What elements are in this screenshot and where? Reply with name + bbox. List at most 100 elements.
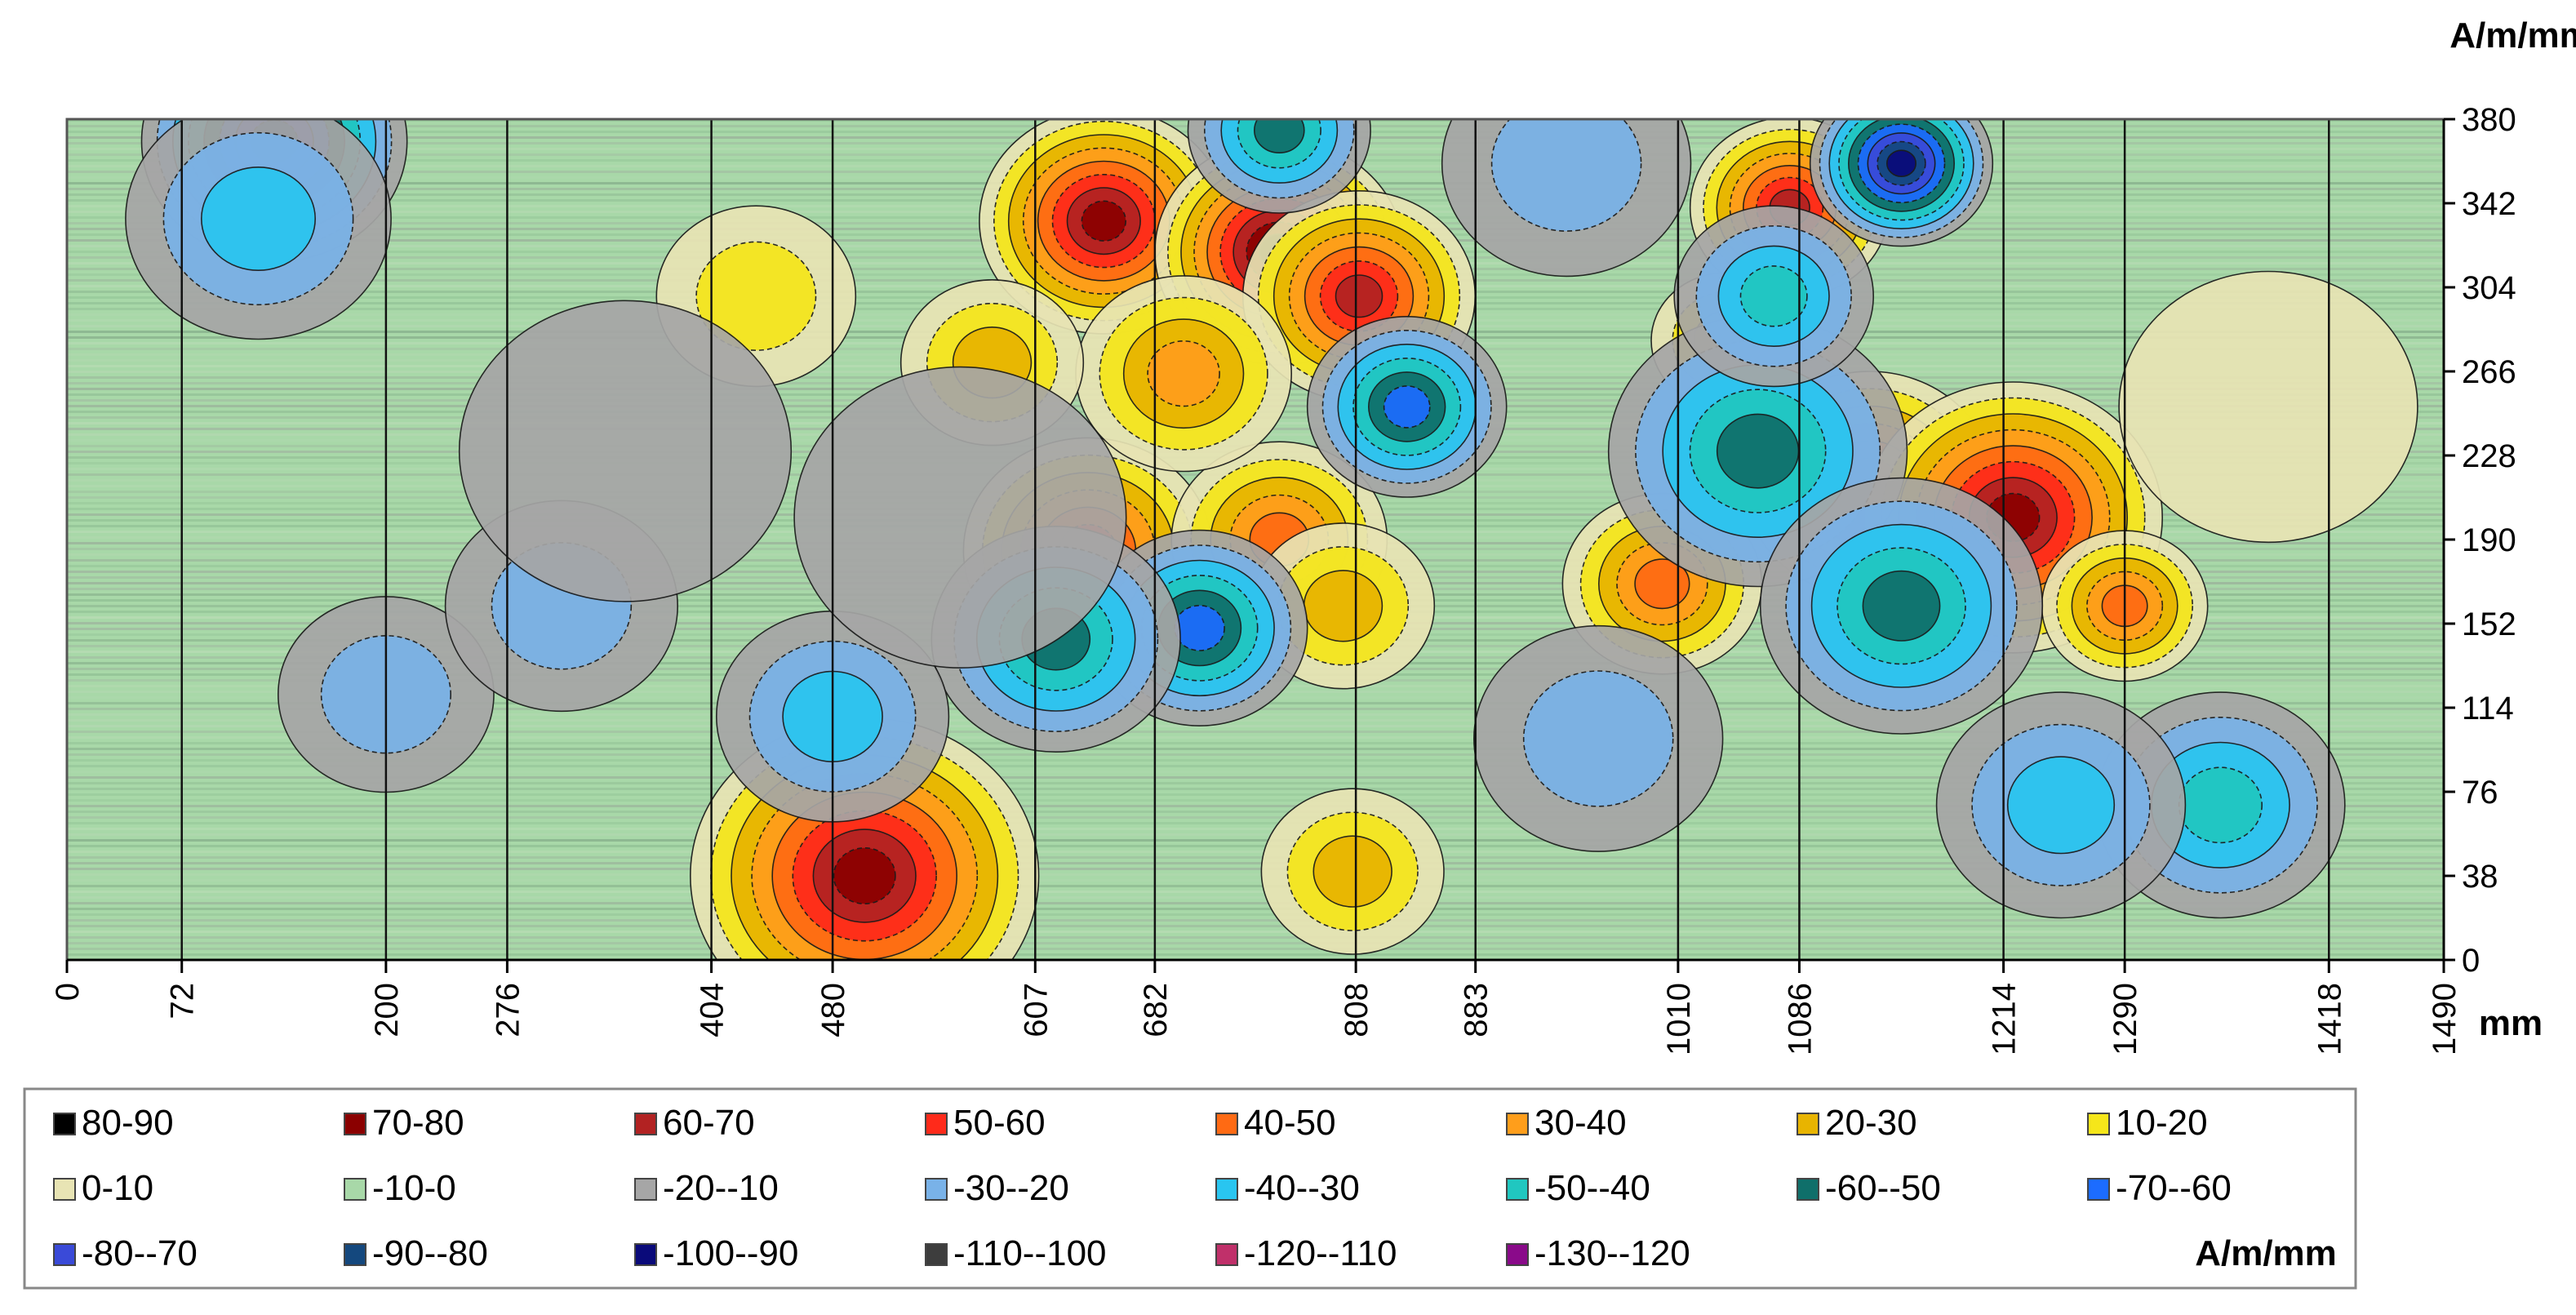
legend-item: -10-0 — [344, 1168, 456, 1208]
legend-item: 80-90 — [53, 1103, 174, 1143]
legend-item: -110--100 — [925, 1233, 1107, 1273]
legend-label: 70-80 — [372, 1103, 464, 1143]
x-tick-label: 883 — [1459, 983, 1495, 1037]
contour-feature — [1935, 691, 2187, 919]
x-tick-label: 1214 — [1987, 983, 2023, 1055]
contour-feature — [1187, 119, 1371, 214]
legend-swatch — [53, 1243, 76, 1266]
x-axis-unit-label: mm — [2479, 1003, 2543, 1043]
contour-band — [1303, 570, 1383, 642]
contour-feature — [125, 119, 392, 340]
contour-band — [1490, 119, 1642, 232]
legend-swatch — [344, 1243, 366, 1266]
contour-band — [833, 847, 896, 905]
y-tick-label: 380 — [2462, 102, 2516, 138]
legend-label: 20-30 — [1825, 1103, 1917, 1143]
contour-feature — [1809, 119, 1994, 247]
legend-label: 60-70 — [663, 1103, 755, 1143]
legend-swatch — [925, 1113, 948, 1135]
legend-item: -30--20 — [925, 1168, 1069, 1208]
contour-band — [1383, 385, 1431, 429]
legend-item: -20--10 — [634, 1168, 779, 1208]
legend-item: -130--120 — [1506, 1233, 1690, 1273]
legend-item: 30-40 — [1506, 1103, 1627, 1143]
legend-swatch — [53, 1178, 76, 1201]
x-tick-label: 1418 — [2312, 983, 2347, 1055]
contour-band — [2118, 270, 2418, 544]
contour-band — [1081, 200, 1127, 242]
contour-band — [1522, 670, 1674, 807]
legend-label: -90--80 — [372, 1233, 488, 1273]
legend-swatch — [1797, 1113, 1819, 1135]
contour-feature — [1759, 477, 2044, 735]
legend-item: 50-60 — [925, 1103, 1046, 1143]
x-tick-label: 682 — [1138, 983, 1174, 1037]
legend-item: 40-50 — [1215, 1103, 1336, 1143]
contour-band — [1634, 558, 1690, 610]
y-tick-label: 190 — [2462, 522, 2516, 558]
y-tick-label: 228 — [2462, 438, 2516, 474]
contour-band — [1147, 340, 1220, 407]
legend-label: 80-90 — [82, 1103, 174, 1143]
legend-item: -90--80 — [344, 1233, 488, 1273]
x-tick-label: 1086 — [1782, 983, 1818, 1055]
legend-item: 10-20 — [2087, 1103, 2208, 1143]
legend-label: -100--90 — [663, 1233, 798, 1273]
legend-label: -60--50 — [1825, 1168, 1941, 1208]
contour-band — [1862, 570, 1941, 642]
contour-feature — [1673, 205, 1874, 388]
legend-item: -70--60 — [2087, 1168, 2232, 1208]
x-tick-label: 404 — [695, 983, 731, 1037]
legend-item: -120--110 — [1215, 1233, 1397, 1273]
y-tick-label: 152 — [2462, 606, 2516, 642]
contour-feature — [793, 366, 1127, 669]
legend-swatch — [1215, 1243, 1238, 1266]
legend-label: 10-20 — [2116, 1103, 2208, 1143]
legend-label: -70--60 — [2116, 1168, 2232, 1208]
contour-features — [125, 119, 2418, 960]
legend-label: -20--10 — [663, 1168, 779, 1208]
legend-label: -50--40 — [1534, 1168, 1650, 1208]
legend-swatch — [1797, 1178, 1819, 1201]
legend-item: 70-80 — [344, 1103, 464, 1143]
x-tick-label: 276 — [490, 983, 526, 1037]
legend-label: 30-40 — [1534, 1103, 1627, 1143]
legend-label: 0-10 — [82, 1168, 153, 1208]
x-tick-label: 72 — [165, 983, 201, 1020]
x-tick-label: 808 — [1339, 983, 1375, 1037]
legend-swatch — [1215, 1113, 1238, 1135]
legend-label: -40--30 — [1244, 1168, 1360, 1208]
legend-label: 40-50 — [1244, 1103, 1336, 1143]
contour-band — [1174, 605, 1225, 651]
contour-feature — [1441, 119, 1692, 278]
legend-swatch — [634, 1243, 657, 1266]
contour-feature — [1250, 522, 1436, 690]
contour-feature — [1260, 788, 1445, 955]
legend-swatch — [1506, 1243, 1529, 1266]
legend-item: 0-10 — [53, 1168, 153, 1208]
y-tick-label: 38 — [2462, 859, 2498, 895]
y-tick-label: 76 — [2462, 775, 2498, 811]
legend-swatch — [634, 1178, 657, 1201]
x-tick-label: 607 — [1018, 983, 1054, 1037]
x-tick-label: 0 — [50, 983, 86, 1001]
x-tick-label: 1490 — [2427, 983, 2463, 1055]
contour-feature — [1306, 315, 1508, 498]
legend-item: 20-30 — [1797, 1103, 1917, 1143]
contour-band — [458, 300, 793, 602]
y-tick-label: 114 — [2462, 691, 2514, 726]
legend-label: -30--20 — [953, 1168, 1069, 1208]
contour-band — [201, 167, 316, 272]
y-tick-label: 266 — [2462, 354, 2516, 390]
legend-swatch — [1506, 1113, 1529, 1135]
legend-label: 50-60 — [953, 1103, 1046, 1143]
legend-swatch — [1215, 1178, 1238, 1201]
legend-label: -10-0 — [372, 1168, 456, 1208]
contour-band — [695, 241, 817, 351]
legend-items: 80-90 70-80 60-70 50-60 40-50 30-40 20-30 10-20… — [53, 1103, 2232, 1273]
y-axis: 0 38 76 114 152 190 228 266 304 342 380 — [2442, 102, 2516, 979]
legend-frame — [23, 1087, 2357, 1290]
x-tick-label: 200 — [369, 983, 405, 1037]
legend-swatch — [344, 1113, 366, 1135]
